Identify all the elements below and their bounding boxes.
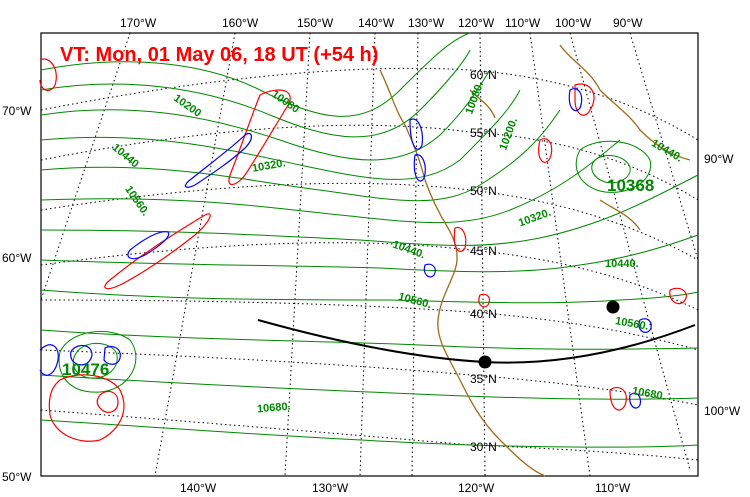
left-label-70w: 70°W [2, 104, 32, 118]
lon-label-170w: 170°W [120, 16, 157, 30]
track-point-1 [478, 355, 492, 369]
lon-label-150w: 150°W [297, 16, 334, 30]
bottom-lon-label-110w: 110°W [595, 481, 631, 495]
lat-label-60n: 60°N [470, 68, 497, 82]
lat-label-40n: 40°N [470, 307, 497, 321]
bottom-lon-label-120w: 120°W [458, 481, 495, 495]
lat-label-45n: 45°N [470, 244, 497, 258]
vorticity-positive [39, 58, 687, 442]
lon-label-140w: 140°W [358, 16, 395, 30]
map-frame [40, 32, 699, 477]
track-point-2 [606, 300, 620, 314]
track [257, 300, 696, 369]
contour-label-10440-east: 10440. [605, 258, 639, 270]
height-contours [40, 32, 699, 448]
left-label-60w: 60°W [2, 251, 32, 265]
high-center-west: 10476 [62, 360, 110, 379]
lat-label-30n: 30°N [470, 440, 497, 454]
graticule-meridians [40, 32, 699, 477]
lon-label-130w: 130°W [408, 16, 445, 30]
high-center-east: 10368 [607, 176, 655, 195]
valid-time-title: VT: Mon, 01 May 06, 18 UT (+54 h) [60, 44, 379, 66]
bottom-lon-label-140w: 140°W [180, 481, 217, 495]
lon-label-120w: 120°W [458, 16, 495, 30]
lat-label-50n: 50°N [470, 184, 497, 198]
right-label-90w: 90°W [704, 152, 734, 166]
bottom-lon-label-130w: 130°W [312, 481, 349, 495]
lon-label-100w: 100°W [555, 16, 592, 30]
lat-label-55n: 55°N [470, 126, 497, 140]
lon-label-110w: 110°W [505, 16, 541, 30]
left-label-50w: 50°W [2, 470, 32, 484]
lat-label-35n: 35°N [470, 372, 497, 386]
vorticity-negative [39, 88, 652, 409]
lon-label-90w: 90°W [613, 16, 643, 30]
lon-label-160w: 160°W [222, 16, 259, 30]
right-label-100w: 100°W [704, 404, 741, 418]
